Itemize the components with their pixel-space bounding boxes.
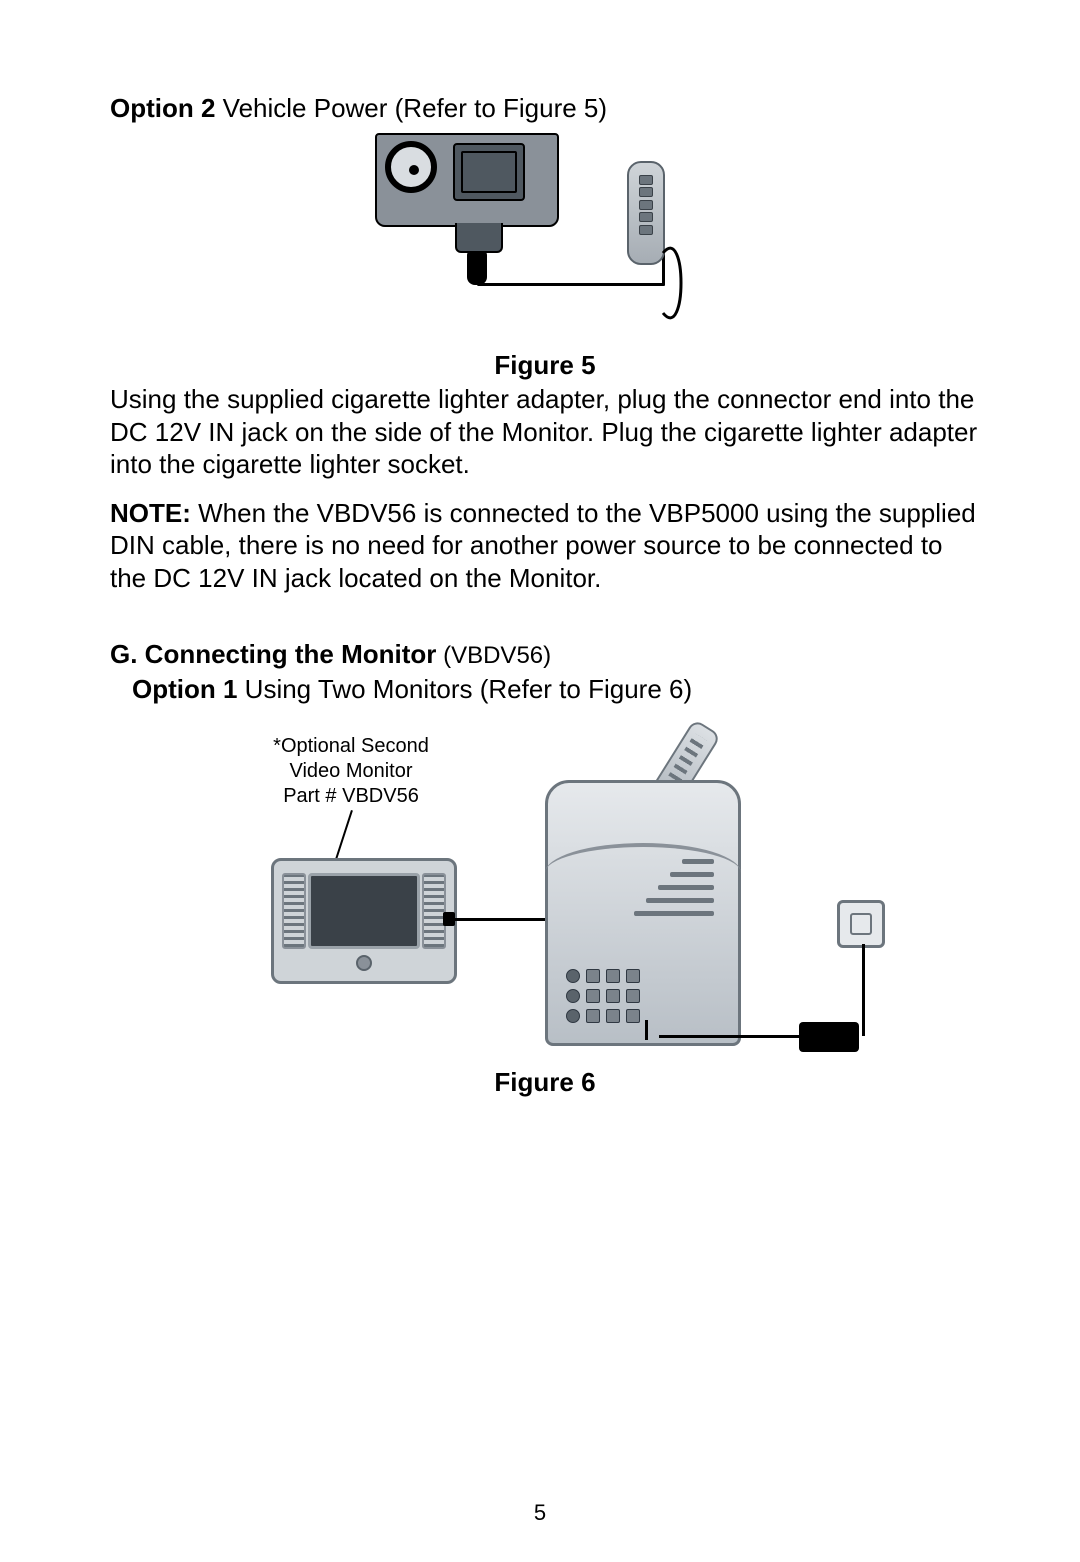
console-stem-icon (455, 223, 503, 253)
vent-lines-icon (634, 859, 714, 939)
note-text: When the VBDV56 is connected to the VBP5… (110, 498, 976, 593)
figure6-label-line1: *Optional Second (251, 734, 451, 759)
figure5-caption: Figure 5 (110, 349, 980, 382)
section-g-heading: G. Connecting the Monitor (VBDV56) (110, 638, 980, 671)
main-dvd-unit-icon (545, 780, 741, 1046)
monitor-buttons-icon (639, 175, 651, 235)
note-label: NOTE: (110, 498, 191, 528)
figure5-illustration (355, 133, 735, 343)
monitor-device-icon (627, 161, 665, 265)
power-cable-icon (477, 283, 665, 286)
section-g-subtitle: (VBDV56) (436, 642, 551, 669)
figure6-caption: Figure 6 (110, 1066, 980, 1099)
option2-heading: Option 2 Vehicle Power (Refer to Figure … (110, 92, 980, 125)
lighter-plug-icon (467, 251, 487, 285)
center-console-icon (453, 143, 525, 201)
figure6-label-line2: Video Monitor (251, 759, 451, 784)
tv-screen-icon (308, 873, 420, 949)
option1-label-bold: Option 1 (132, 674, 237, 704)
figure6-callout-label: *Optional Second Video Monitor Part # VB… (251, 734, 451, 809)
figure6-illustration: *Optional Second Video Monitor Part # VB… (195, 730, 895, 1060)
ac-adapter-icon (799, 1022, 859, 1052)
steering-wheel-icon (385, 141, 437, 193)
power-cable-icon (645, 1020, 648, 1040)
power-cable-icon (862, 944, 865, 1036)
av-cable-icon (451, 918, 547, 921)
option1-label-rest: Using Two Monitors (Refer to Figure 6) (237, 674, 692, 704)
option2-label-rest: Vehicle Power (Refer to Figure 5) (215, 93, 607, 123)
second-monitor-icon (271, 858, 457, 984)
manual-page: Option 2 Vehicle Power (Refer to Figure … (0, 0, 1080, 1562)
option2-label-bold: Option 2 (110, 93, 215, 123)
option1-line: Option 1 Using Two Monitors (Refer to Fi… (110, 673, 980, 706)
note-paragraph: NOTE: When the VBDV56 is connected to th… (110, 497, 980, 595)
page-number: 5 (0, 1499, 1080, 1527)
figure6-label-line3: Part # VBDV56 (251, 784, 451, 809)
port-panel-icon (566, 969, 666, 1023)
paragraph-usage: Using the supplied cigarette lighter ada… (110, 383, 980, 481)
section-g-title: G. Connecting the Monitor (110, 639, 436, 669)
speaker-grille-icon (422, 873, 446, 949)
wall-outlet-icon (837, 900, 885, 948)
speaker-grille-icon (282, 873, 306, 949)
power-cable-icon (659, 1035, 799, 1038)
